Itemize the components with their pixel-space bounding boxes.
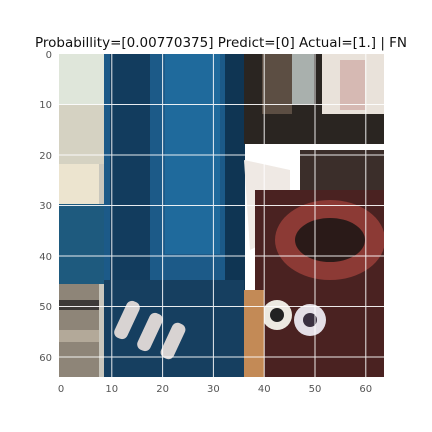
image-area <box>59 54 384 377</box>
y-tick-label: 50 <box>39 302 52 313</box>
y-axis-ticks: 0 10 20 30 40 50 60 <box>39 50 52 364</box>
y-tick-label: 0 <box>46 50 52 61</box>
grid-lines <box>59 54 384 377</box>
x-tick-label: 50 <box>309 384 322 395</box>
x-axis-ticks: 0 10 20 30 40 50 60 <box>58 384 372 395</box>
x-tick-label: 20 <box>156 384 169 395</box>
y-tick-label: 40 <box>39 252 52 263</box>
y-tick-label: 20 <box>39 151 52 162</box>
x-tick-label: 0 <box>58 384 64 395</box>
y-tick-label: 60 <box>39 353 52 364</box>
plot-title: Probabillity=[0.00770375] Predict=[0] Ac… <box>35 35 407 51</box>
y-tick-label: 30 <box>39 201 52 212</box>
x-tick-label: 30 <box>207 384 220 395</box>
x-tick-label: 10 <box>105 384 118 395</box>
y-tick-label: 10 <box>39 100 52 111</box>
x-tick-label: 40 <box>258 384 271 395</box>
x-tick-label: 60 <box>359 384 372 395</box>
